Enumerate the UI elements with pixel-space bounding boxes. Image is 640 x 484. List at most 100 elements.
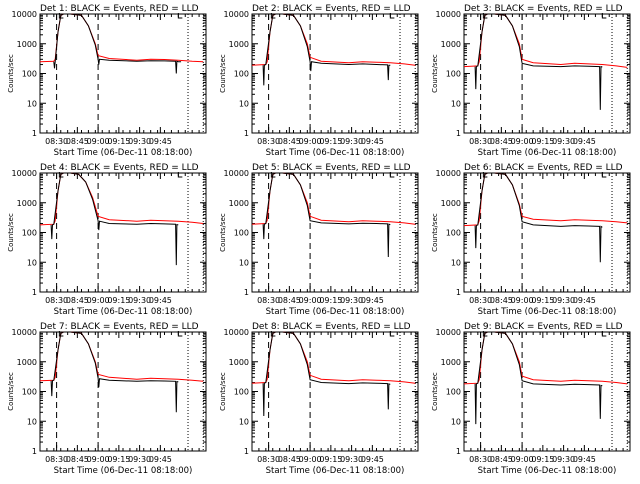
x-tick-label: 09:30 [340, 137, 363, 146]
plot-frame [39, 172, 207, 293]
bracket-mark-left [270, 13, 276, 19]
x-tick-label: 09:45 [149, 296, 172, 305]
y-tick-label: 10 [239, 417, 249, 426]
x-tick-label: 08:30 [257, 296, 280, 305]
x-tick-label: 08:45 [66, 455, 89, 464]
y-axis-label: Counts/sec [219, 54, 227, 93]
y-tick-label: 10 [451, 258, 461, 267]
bracket-mark-right [601, 331, 607, 337]
y-tick-label: 100 [22, 70, 37, 79]
x-tick-label: 09:30 [128, 455, 151, 464]
x-tick-label: 09:00 [511, 455, 534, 464]
series-line-events [262, 172, 391, 258]
x-tick-label: 09:45 [149, 137, 172, 146]
x-tick-label: 09:15 [531, 455, 554, 464]
y-axis-label: Counts/sec [7, 372, 15, 411]
y-tick-label: 1000 [229, 199, 249, 208]
x-tick-label: 09:00 [87, 137, 110, 146]
bracket-mark-left [58, 13, 64, 19]
x-tick-label: 09:15 [319, 296, 342, 305]
y-tick-label: 1 [456, 447, 461, 456]
y-tick-label: 10000 [12, 169, 37, 178]
y-tick-label: 10 [27, 99, 37, 108]
series-line-lld [39, 331, 204, 382]
y-tick-label: 1 [244, 447, 249, 456]
y-tick-label: 10000 [436, 10, 461, 19]
y-tick-label: 10 [239, 258, 249, 267]
x-tick-label: 09:45 [573, 455, 596, 464]
x-tick-label: 08:45 [490, 137, 513, 146]
x-tick-label: 09:00 [87, 455, 110, 464]
y-tick-label: 10 [27, 417, 37, 426]
y-tick-label: 100 [446, 70, 461, 79]
y-tick-label: 10000 [224, 10, 249, 19]
bracket-mark-right [389, 172, 395, 178]
y-axis-label: Counts/sec [219, 372, 227, 411]
series-line-lld [251, 331, 416, 384]
series-line-lld [251, 13, 416, 66]
y-tick-label: 1000 [17, 358, 37, 367]
x-tick-label: 08:30 [469, 455, 492, 464]
chart-title: Det 3: BLACK = Events, RED = LLD [464, 4, 623, 14]
x-axis-label: Start Time (06-Dec-11 08:18:00) [478, 466, 617, 476]
chart-panel-4: Det 4: BLACK = Events, RED = LLD 1 10 100 10… [7, 163, 207, 317]
y-tick-label: 1000 [229, 358, 249, 367]
x-tick-label: 08:30 [45, 455, 68, 464]
bracket-mark-right [389, 331, 395, 337]
y-tick-label: 1000 [441, 358, 461, 367]
plot-frame [251, 13, 419, 134]
y-tick-label: 10000 [12, 10, 37, 19]
bracket-mark-left [58, 172, 64, 178]
x-tick-label: 08:45 [66, 296, 89, 305]
x-tick-label: 09:30 [128, 137, 151, 146]
series-line-events [262, 13, 391, 86]
y-tick-label: 100 [22, 388, 37, 397]
y-tick-label: 1000 [17, 199, 37, 208]
y-tick-label: 1 [244, 129, 249, 138]
x-axis-label: Start Time (06-Dec-11 08:18:00) [54, 466, 193, 476]
series-line-events [474, 13, 603, 110]
series-line-events [50, 172, 179, 266]
series-line-events [262, 331, 391, 417]
x-tick-label: 08:45 [66, 137, 89, 146]
chart-title: Det 8: BLACK = Events, RED = LLD [252, 322, 411, 332]
y-tick-label: 1 [32, 447, 37, 456]
series-line-lld [463, 172, 628, 227]
x-axis-label: Start Time (06-Dec-11 08:18:00) [54, 307, 193, 317]
x-tick-label: 08:30 [257, 455, 280, 464]
x-tick-label: 08:45 [278, 296, 301, 305]
series-line-lld [463, 13, 628, 68]
x-axis-label: Start Time (06-Dec-11 08:18:00) [54, 148, 193, 158]
bracket-mark-left [58, 331, 64, 337]
y-tick-label: 100 [446, 229, 461, 238]
x-axis-label: Start Time (06-Dec-11 08:18:00) [266, 307, 405, 317]
series-line-lld [463, 331, 628, 385]
x-tick-label: 08:45 [278, 137, 301, 146]
plot-frame [39, 13, 207, 134]
x-tick-label: 09:15 [319, 137, 342, 146]
y-tick-label: 1000 [441, 40, 461, 49]
y-tick-label: 1000 [17, 40, 37, 49]
series-line-lld [251, 172, 416, 225]
x-tick-label: 09:00 [299, 137, 322, 146]
chart-title: Det 9: BLACK = Events, RED = LLD [464, 322, 623, 332]
x-tick-label: 09:15 [531, 296, 554, 305]
y-axis-label: Counts/sec [219, 213, 227, 252]
bracket-mark-left [482, 13, 488, 19]
y-tick-label: 100 [446, 388, 461, 397]
series-line-lld [39, 172, 204, 226]
plot-frame [251, 331, 419, 452]
x-tick-label: 09:15 [531, 137, 554, 146]
x-tick-label: 09:45 [573, 296, 596, 305]
y-tick-label: 1 [244, 288, 249, 297]
series-line-events [474, 172, 603, 263]
y-tick-label: 1000 [229, 40, 249, 49]
chart-title: Det 1: BLACK = Events, RED = LLD [40, 4, 199, 14]
chart-title: Det 2: BLACK = Events, RED = LLD [252, 4, 411, 14]
chart-title: Det 4: BLACK = Events, RED = LLD [40, 163, 199, 173]
x-tick-label: 09:30 [128, 296, 151, 305]
bracket-mark-right [177, 172, 183, 178]
bracket-mark-left [482, 172, 488, 178]
x-tick-label: 08:30 [257, 137, 280, 146]
x-tick-label: 08:45 [490, 296, 513, 305]
